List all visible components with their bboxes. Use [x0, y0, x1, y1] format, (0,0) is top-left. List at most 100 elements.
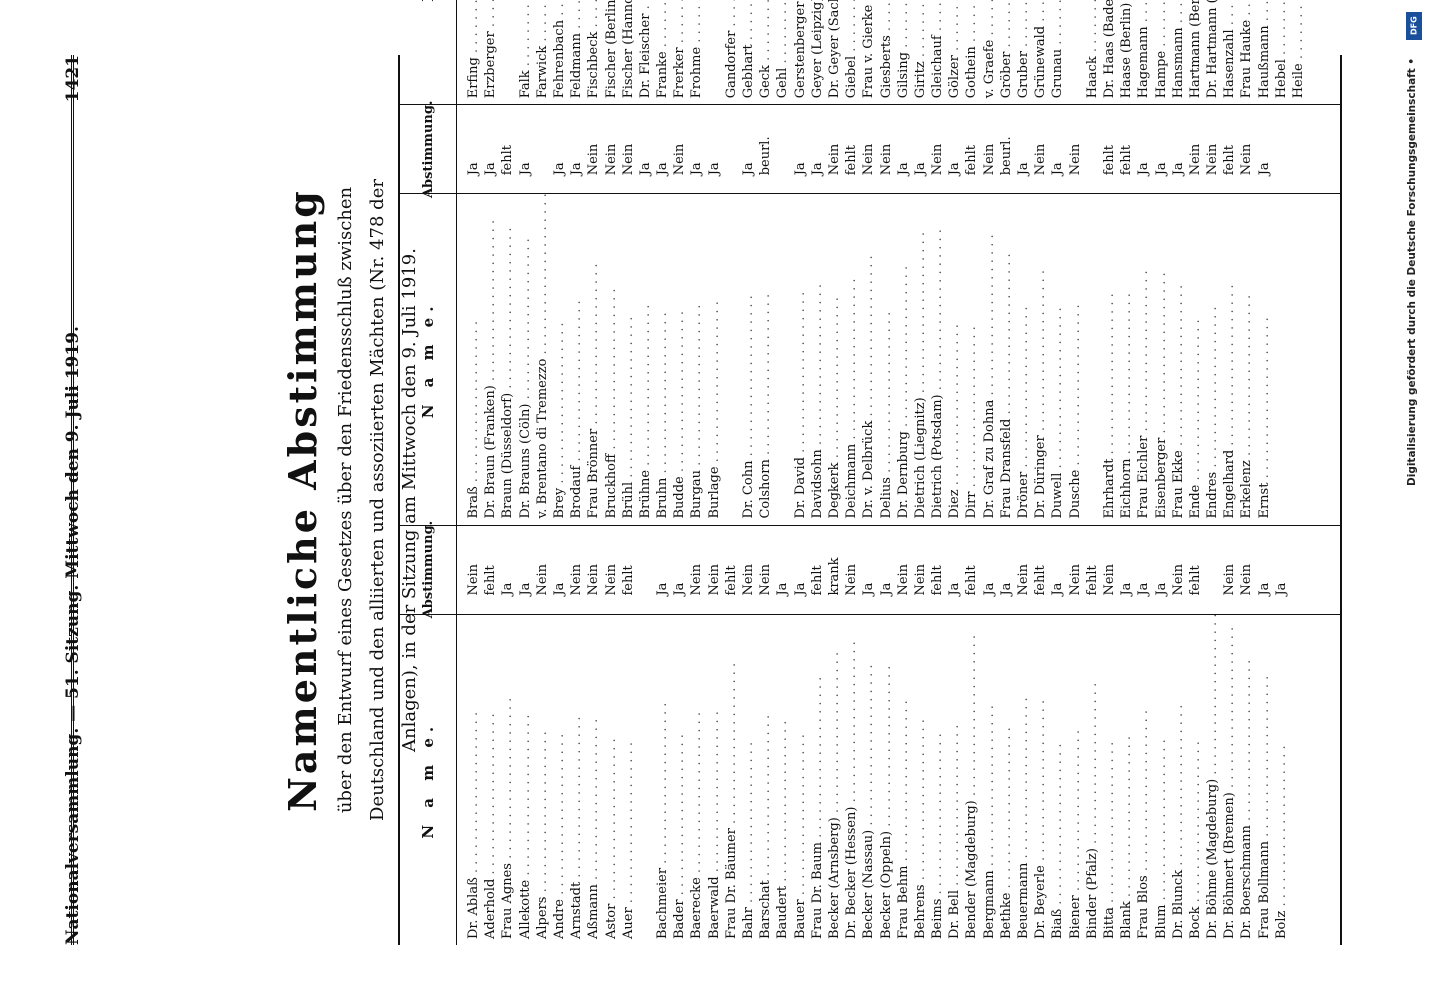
- table-row: Bruhn Ja: [654, 105, 671, 524]
- table-row: HaußmannNein: [1256, 0, 1273, 104]
- table-row: Ende Nein: [1187, 105, 1204, 524]
- member-name: Burgau: [688, 193, 705, 524]
- vote-value: Ja: [1050, 582, 1066, 596]
- table-row: Dr. Böhmert (Bremen) Nein: [1221, 526, 1238, 945]
- member-name: Frohme: [688, 0, 705, 104]
- table-row: Frau HaukeJa: [1238, 0, 1255, 104]
- table-row: Dr. Becker (Hessen) Nein: [843, 526, 860, 945]
- member-name: Haack: [1084, 0, 1101, 104]
- vote-column-2: N a m e. Abstimmung. BraßJaDr. Braun (Fr…: [400, 101, 1340, 526]
- vote-value: fehlt: [500, 145, 516, 176]
- member-name: Davidsohn: [809, 193, 826, 524]
- vote-value: fehlt: [1187, 565, 1203, 596]
- member-name: Beuermann: [1015, 614, 1032, 945]
- member-name: Hagemann: [1135, 0, 1152, 104]
- member-name: [706, 0, 723, 104]
- table-row: Frau Dr. Bäumer fehlt: [723, 526, 740, 945]
- member-name: Beims: [929, 614, 946, 945]
- member-name: Frau Dr. Bäumer: [723, 614, 740, 945]
- table-row: Fischer (Hannover)Ja: [620, 0, 637, 104]
- member-name: Gruber: [1015, 0, 1032, 104]
- member-name: Bethke: [998, 614, 1015, 945]
- vote-value: Ja: [637, 162, 653, 176]
- vote-column-1: N a m e. Abstimmung. Dr. AblaßNeinAderho…: [400, 521, 1340, 945]
- member-name: Dietrich (Potsdam): [929, 193, 946, 524]
- member-name: Haußmann: [1256, 0, 1273, 104]
- member-name: [499, 0, 516, 104]
- member-name: Erkelenz: [1238, 193, 1255, 524]
- member-name: Alpers: [534, 614, 551, 945]
- member-name: Frau Agnes: [499, 614, 516, 945]
- member-name: Frau Dr. Baum: [809, 614, 826, 945]
- table-row: GehlJa: [774, 0, 791, 104]
- member-name: Bitta: [1101, 614, 1118, 945]
- vote-value: [723, 105, 740, 193]
- vote-value: Nein: [895, 563, 911, 596]
- vote-value: fehlt: [620, 565, 636, 596]
- member-name: Becker (Arnsberg): [826, 614, 843, 945]
- table-row: [774, 105, 791, 524]
- table-row: Grünewaldfehlt: [1032, 0, 1049, 104]
- member-name: Brühne: [637, 193, 654, 524]
- member-name: Dr. Graf zu Dohna: [981, 193, 998, 524]
- table-row: Alpers Nein: [534, 526, 551, 945]
- vote-value: Ja: [655, 582, 671, 596]
- member-name: Dr. Blunck: [1170, 614, 1187, 945]
- member-name: Becker (Nassau): [860, 614, 877, 945]
- table-row: Beuermann Nein: [1015, 526, 1032, 945]
- member-name: Eichhorn: [1118, 193, 1135, 524]
- vote-rows: Dr. AblaßNeinAderholdfehltFrau AgnesJaAl…: [457, 526, 1340, 945]
- member-name: Auer: [620, 614, 637, 945]
- table-row: [723, 105, 740, 524]
- member-name: Barschat: [757, 614, 774, 945]
- member-name: Frau Eichler: [1135, 193, 1152, 524]
- vote-table: N a m e. Abstimmung. Dr. AblaßNeinAderho…: [400, 0, 1340, 945]
- member-name: Ehrhardt: [1101, 193, 1118, 524]
- table-row: Frau Blos Ja: [1135, 526, 1152, 945]
- member-name: Dr. v. Delbrück: [860, 193, 877, 524]
- vote-value: Nein: [534, 563, 550, 596]
- table-row: Arnstadt Nein: [568, 526, 585, 945]
- member-name: Blank: [1118, 614, 1135, 945]
- vote-value: Ja: [1170, 162, 1186, 176]
- table-row: HampeNein: [1153, 0, 1170, 104]
- table-row: Delius Nein: [878, 105, 895, 524]
- table-bottom-rule: [1340, 55, 1342, 945]
- member-name: Dr. Cohn: [740, 193, 757, 524]
- member-name: Baudert: [774, 614, 791, 945]
- vote-value: fehlt: [483, 565, 499, 596]
- table-row: Dr. Düringer Nein: [1032, 105, 1049, 524]
- member-name: Fischer (Berlin): [603, 0, 620, 104]
- vote-value: Ja: [1273, 582, 1289, 596]
- table-row: Diez Ja: [946, 105, 963, 524]
- vote-value: fehlt: [1222, 145, 1238, 176]
- vote-value: Ja: [1119, 582, 1135, 596]
- vote-value: fehlt: [1101, 145, 1117, 176]
- member-name: Dr. Hartmann (Oppeln): [1204, 0, 1221, 104]
- member-name: Frerker: [671, 0, 688, 104]
- table-row: Dr. Geyer (Sachsen)fehlt: [826, 0, 843, 104]
- table-row: Hartmann (Berlin)Nein: [1187, 0, 1204, 104]
- member-name: Gleichauf: [929, 0, 946, 104]
- vote-value: fehlt: [809, 565, 825, 596]
- member-name: Dr. Brauns (Cöln): [517, 193, 534, 524]
- table-row: GerstenbergerJa: [792, 0, 809, 104]
- table-row: Frau Bollmann Ja: [1256, 526, 1273, 945]
- vote-value: Nein: [861, 143, 877, 176]
- member-name: Dr. Braun (Franken): [482, 193, 499, 524]
- member-name: Giesberts: [878, 0, 895, 104]
- table-row: v. Brentano di Tremezzo: [534, 105, 551, 524]
- member-name: Binder (Pfalz): [1084, 614, 1101, 945]
- table-row: Brühl Nein: [620, 105, 637, 524]
- member-name: Franke: [654, 0, 671, 104]
- member-name: Hasenzahl: [1221, 0, 1238, 104]
- member-name: [1067, 0, 1084, 104]
- member-name: Eisenberger: [1153, 193, 1170, 524]
- vote-column-3: N a m e. Abstimmung. ErfingJaErzbergerJa…: [400, 0, 1340, 106]
- table-row: Dietrich (Liegnitz) Ja: [912, 105, 929, 524]
- table-row: Dr. Fleischerfehlt: [637, 0, 654, 104]
- table-row: Dusche Nein: [1067, 105, 1084, 524]
- member-name: Blum: [1153, 614, 1170, 945]
- vote-value: Nein: [1101, 563, 1117, 596]
